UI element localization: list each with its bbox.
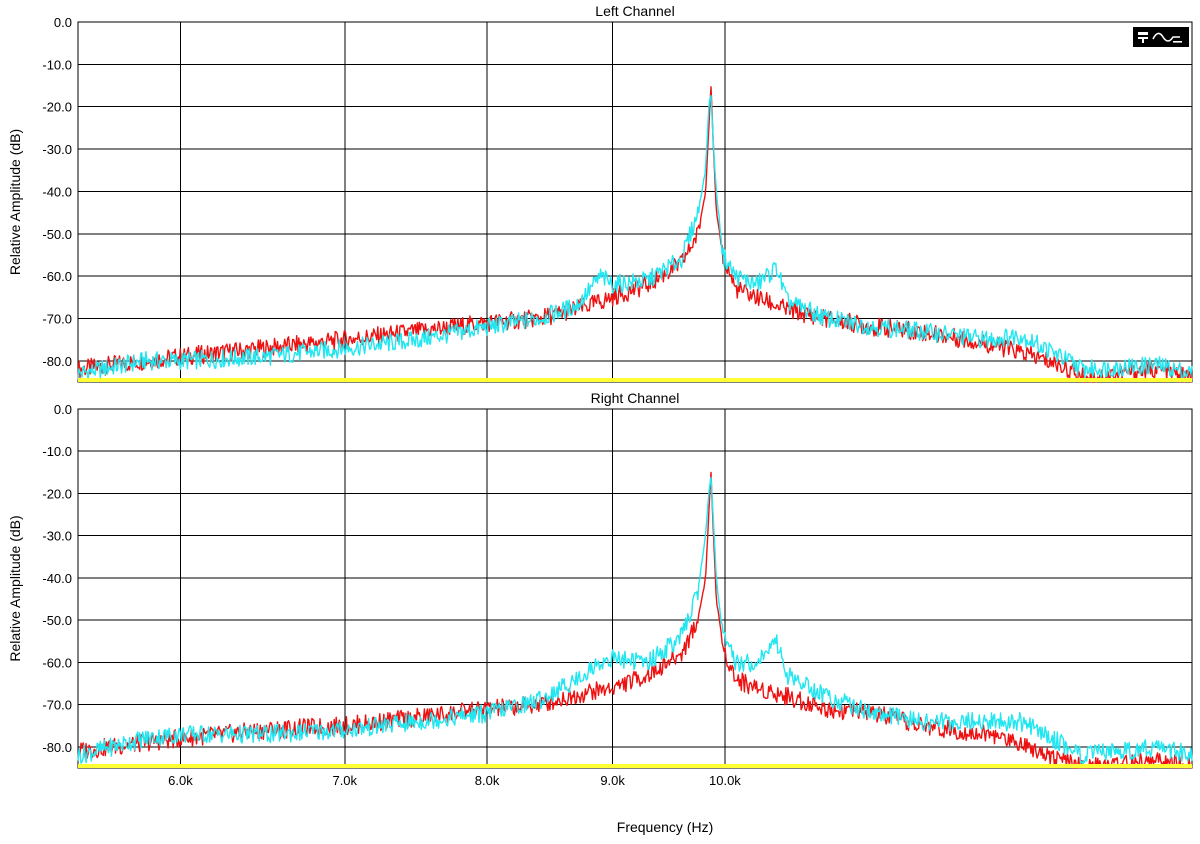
x-tick-label: 9.0k (600, 773, 625, 788)
display-mode-icon-bar (1138, 37, 1148, 39)
display-mode-icon-stem (1142, 39, 1144, 43)
x-tick-label: 10.0k (709, 773, 741, 788)
x-tick-label: 8.0k (475, 773, 500, 788)
y-axis-title: Relative Amplitude (dB) (7, 515, 23, 661)
x-tick-label: 7.0k (332, 773, 357, 788)
spectrum-display-icon[interactable] (1133, 27, 1189, 47)
series-line (77, 476, 1193, 765)
y-axis-title: Relative Amplitude (dB) (7, 129, 23, 275)
y-tick-label: -40.0 (42, 571, 72, 586)
display-mode-icon-bar (1138, 32, 1148, 35)
y-tick-label: -10.0 (42, 444, 72, 459)
display-mode-icon (1138, 32, 1182, 43)
y-tick-label: -10.0 (42, 57, 72, 72)
display-mode-icon-base (1173, 41, 1182, 43)
y-tick-label: 0.0 (54, 402, 72, 417)
x-tick-label: 6.0k (168, 773, 193, 788)
series-line (77, 94, 1193, 382)
y-tick-label: -40.0 (42, 184, 72, 199)
y-tick-label: -50.0 (42, 613, 72, 628)
y-tick-label: -50.0 (42, 227, 72, 242)
panel-title: Right Channel (591, 390, 680, 406)
y-tick-label: -20.0 (42, 100, 72, 115)
series-line (77, 86, 1193, 383)
display-mode-icon-wave (1152, 32, 1180, 42)
y-tick-label: -80.0 (42, 354, 72, 369)
y-tick-label: -60.0 (42, 269, 72, 284)
y-tick-label: -30.0 (42, 142, 72, 157)
panel-title: Left Channel (595, 3, 674, 19)
y-tick-label: -70.0 (42, 311, 72, 326)
plot-frame (77, 21, 1193, 383)
y-tick-label: 0.0 (54, 15, 72, 30)
series-line (77, 471, 1193, 769)
y-tick-label: -70.0 (42, 698, 72, 713)
y-tick-label: -80.0 (42, 740, 72, 755)
y-tick-label: -20.0 (42, 486, 72, 501)
y-tick-label: -60.0 (42, 655, 72, 670)
plot-frame (77, 408, 1193, 769)
x-axis-title: Frequency (Hz) (617, 819, 713, 835)
y-tick-label: -30.0 (42, 529, 72, 544)
